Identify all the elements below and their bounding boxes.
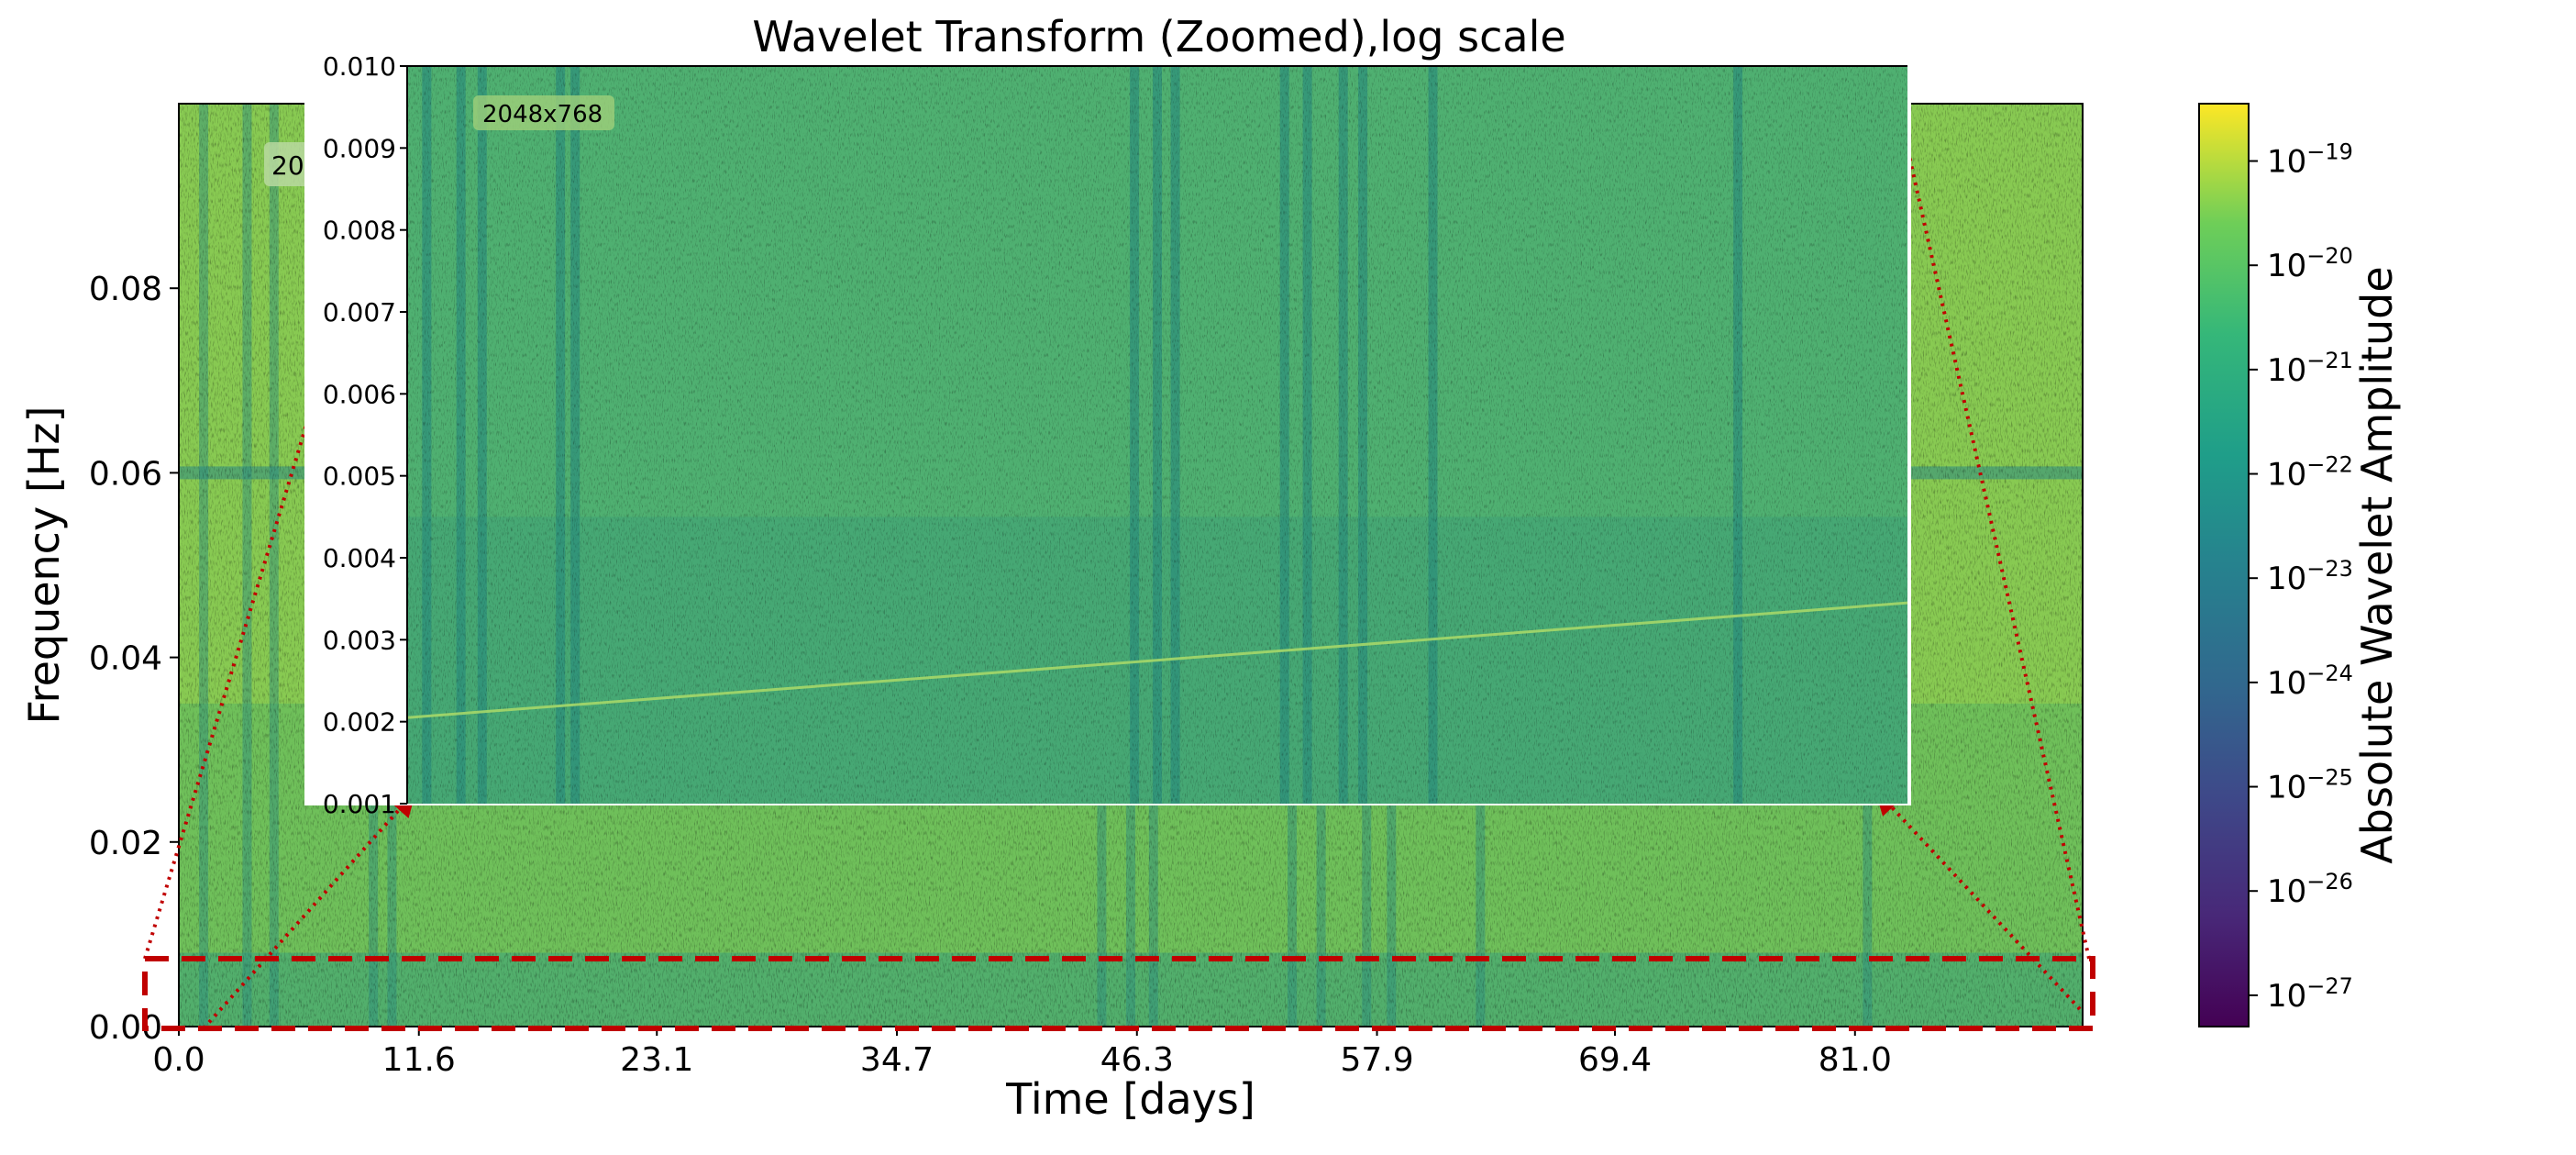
inset-y-tick-label: 0.004 <box>323 543 396 573</box>
inset-badge: 2048x768 <box>473 95 614 130</box>
colorbar-tick-label: 10−20 <box>2267 243 2353 284</box>
inset-y-tick-label: 0.003 <box>323 625 396 655</box>
y-tick-label: 0.04 <box>89 640 162 678</box>
colorbar-tick-label: 10−22 <box>2267 452 2353 494</box>
colorbar: 10−19 10−20 10−21 10−22 10−23 10−24 10−25 10−26… <box>2198 103 2402 1027</box>
connector-bottom-left <box>202 790 416 1030</box>
inset-y-tick-label: 0.010 <box>323 51 396 82</box>
main-badge-text: 20 <box>271 150 304 181</box>
x-tick-label: 0.0 <box>152 1041 205 1079</box>
y-tick-label: 0.00 <box>89 1009 162 1047</box>
x-axis-label: Time [days] <box>1005 1074 1255 1124</box>
colorbar-tick-label: 10−25 <box>2267 765 2353 806</box>
y-tick-label: 0.08 <box>89 271 162 308</box>
zoom-connectors <box>143 68 2091 1030</box>
inset-y-tick-label: 0.001 <box>323 789 396 819</box>
colorbar-gradient <box>2198 103 2250 1027</box>
inset-y-tick-label: 0.009 <box>323 133 396 163</box>
x-tick-label: 69.4 <box>1578 1041 1652 1079</box>
inset-y-tick-label: 0.006 <box>323 379 396 409</box>
main-badge-box <box>264 142 317 186</box>
inset-y-tick-label: 0.002 <box>323 707 396 738</box>
main-y-ticks: 0.00 0.02 0.04 0.06 0.08 <box>89 271 179 1047</box>
inset-plot: 0.010 0.009 0.008 0.007 0.006 0.005 0.004 0.003… <box>304 51 1911 819</box>
chirp-track <box>406 601 1908 719</box>
connector-top-left <box>143 68 419 960</box>
x-tick-label: 57.9 <box>1340 1041 1413 1079</box>
x-tick-label: 34.7 <box>860 1041 934 1079</box>
inset-heatmap-noise <box>407 66 1907 804</box>
inset-y-tick-label: 0.007 <box>323 297 396 328</box>
inset-y-tick-label: 0.005 <box>323 461 396 492</box>
colorbar-label: Absolute Wavelet Amplitude <box>2352 266 2402 863</box>
colorbar-tick-label: 10−23 <box>2267 556 2353 597</box>
colorbar-tick-label: 10−26 <box>2267 869 2353 910</box>
main-x-ticks: 0.0 11.6 23.1 34.7 46.3 57.9 69.4 81.0 <box>152 1027 1892 1079</box>
connector-top-right <box>1885 77 2091 960</box>
x-tick-label: 46.3 <box>1100 1041 1174 1079</box>
colorbar-tick-label: 10−19 <box>2267 139 2353 181</box>
colorbar-ticks: 10−19 10−20 10−21 10−22 10−23 10−24 10−25 10−26… <box>2249 139 2353 1015</box>
colorbar-tick-label: 10−27 <box>2267 973 2353 1015</box>
inset-y-tick-label: 0.008 <box>323 216 396 246</box>
x-tick-label: 81.0 <box>1819 1041 1892 1079</box>
y-axis-label: Frequency [Hz] <box>19 406 69 725</box>
x-tick-label: 23.1 <box>620 1041 693 1079</box>
y-tick-label: 0.06 <box>89 455 162 493</box>
y-tick-label: 0.02 <box>89 825 162 862</box>
main-badge: 20 <box>264 142 317 186</box>
inset-badge-box <box>473 95 614 130</box>
x-tick-label: 11.6 <box>382 1041 456 1079</box>
chart-title: Wavelet Transform (Zoomed),log scale <box>752 12 1565 61</box>
colorbar-tick-label: 10−24 <box>2267 661 2353 702</box>
inset-badge-text: 2048x768 <box>482 101 603 128</box>
colorbar-tick-label: 10−21 <box>2267 348 2353 389</box>
inset-y-ticks: 0.010 0.009 0.008 0.007 0.006 0.005 0.004 0.003… <box>323 51 407 819</box>
zoom-region-box <box>142 956 2095 1031</box>
